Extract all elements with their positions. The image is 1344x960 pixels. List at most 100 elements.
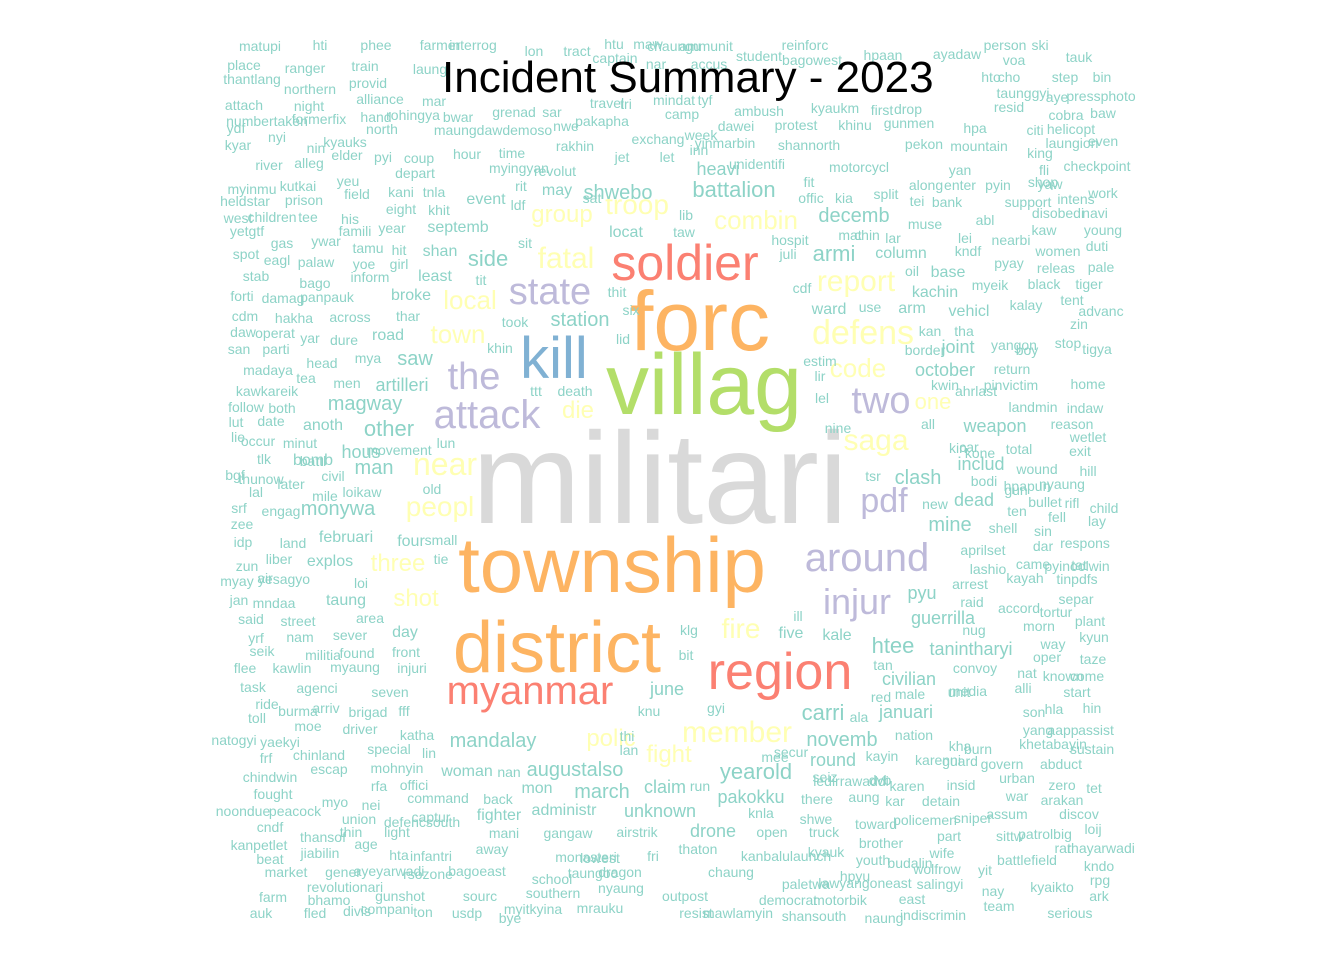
wordcloud-word-440: myinmu: [227, 181, 277, 197]
wordcloud-word-273: budalin: [887, 855, 933, 871]
wordcloud-word-450: famili: [338, 223, 372, 239]
wordcloud-word-414: thantlang: [223, 71, 281, 87]
wordcloud-word-64: dead: [953, 490, 995, 510]
wordcloud-word-37: battalion: [692, 177, 776, 202]
wordcloud-word-43: armi: [812, 241, 856, 266]
wordcloud-word-519: usdp: [451, 905, 483, 921]
wordcloud-word-210: found: [339, 645, 375, 661]
wordcloud-word-193: men: [333, 375, 361, 391]
wordcloud-word-476: mile: [312, 488, 338, 504]
wordcloud-word-27: troop: [605, 189, 669, 220]
wordcloud-word-89: taung: [325, 592, 367, 609]
wordcloud-word-323: lashio: [969, 561, 1007, 577]
wordcloud-word-366: yan: [948, 162, 972, 178]
wordcloud-word-143: yangon: [991, 337, 1037, 353]
wordcloud-word-219: special: [367, 741, 411, 757]
wordcloud-word-95: broke: [390, 287, 432, 304]
wordcloud-word-130: raid: [960, 594, 984, 610]
wordcloud-word-244: dragon: [598, 864, 642, 880]
wordcloud-word-279: ark: [1089, 888, 1109, 904]
wordcloud-word-24: town: [430, 319, 486, 349]
wordcloud-word-19: member: [681, 716, 793, 749]
wordcloud-word-491: burma: [278, 703, 318, 719]
wordcloud-word-289: sniper: [953, 810, 993, 826]
wordcloud-word-445: west: [223, 210, 253, 226]
wordcloud-word-370: king: [1027, 145, 1053, 161]
wordcloud-word-565: estim: [803, 353, 837, 369]
wordcloud-word-525: light: [384, 824, 410, 840]
wordcloud-word-325: sin: [1034, 523, 1052, 539]
wordcloud-word-352: kaw: [1031, 222, 1057, 238]
wordcloud-word-572: lid: [615, 331, 631, 347]
wordcloud-word-254: resist: [679, 905, 713, 921]
wordcloud-word-385: cho: [997, 69, 1021, 85]
wordcloud-word-509: gener: [325, 864, 361, 880]
wordcloud-word-470: lie: [230, 429, 246, 445]
wordcloud-word-169: revolut: [533, 163, 577, 179]
wordcloud-word-373: hpa: [963, 120, 987, 136]
wordcloud-word-14: injur: [822, 581, 892, 622]
wordcloud-word-482: myay: [220, 573, 254, 589]
wordcloud-word-339: boy: [1015, 342, 1039, 358]
wordcloud-word-252: myitkyina: [503, 901, 563, 917]
wordcloud-word-36: yearold: [719, 759, 793, 784]
wordcloud-word-191: yar: [300, 330, 320, 346]
wordcloud-word-521: rsozone: [403, 866, 453, 882]
wordcloud-word-361: enter: [944, 177, 976, 193]
wordcloud-word-128: media: [948, 683, 988, 699]
wordcloud-word-457: girl: [389, 256, 409, 272]
wordcloud-word-154: offic: [798, 190, 824, 206]
wordcloud-word-534: knu: [637, 703, 661, 719]
wordcloud-word-434: pyi: [374, 149, 392, 165]
wordcloud-word-441: kutkai: [279, 178, 317, 194]
wordcloud-word-177: time: [498, 145, 526, 161]
wordcloud-word-266: salingyi: [916, 876, 964, 892]
wordcloud-word-359: intens: [1057, 191, 1095, 207]
wordcloud-word-57: guerrilla: [910, 608, 976, 628]
wordcloud-word-29: fire: [721, 613, 761, 644]
wordcloud-word-11: attack: [433, 393, 541, 437]
wordcloud-word-202: liber: [265, 551, 293, 567]
wordcloud-word-288: policemen: [893, 812, 957, 828]
wordcloud-word-474: thunow: [238, 471, 284, 487]
wordcloud-word-250: sourc: [462, 888, 498, 904]
wordcloud-word-490: ride: [255, 696, 279, 712]
wordcloud-word-81: fighter: [476, 807, 522, 824]
wordcloud-word-138: wound: [1016, 461, 1058, 477]
wordcloud-word-225: defencsouth: [383, 814, 461, 830]
wordcloud-word-417: northern: [283, 81, 337, 97]
wordcloud-word-576: lib: [678, 207, 694, 223]
wordcloud-word-459: forti: [230, 288, 254, 304]
wordcloud-word-144: landmin: [1008, 399, 1058, 415]
wordcloud-word-127: karenni: [915, 752, 961, 768]
wordcloud-word-419: attach: [224, 97, 264, 113]
wordcloud-word-215: agenci: [296, 680, 338, 696]
wordcloud-word-76: administr: [531, 802, 597, 819]
wordcloud-word-321: tat: [1071, 557, 1087, 573]
wordcloud-word-579: rit: [515, 178, 527, 194]
wordcloud-word-345: tiger: [1075, 276, 1103, 292]
wordcloud-word-566: lir: [814, 368, 826, 384]
wordcloud-word-112: captur: [411, 809, 451, 825]
wordcloud-word-113: back: [483, 791, 513, 807]
wordcloud-word-313: oper: [1032, 649, 1062, 665]
wordcloud-word-421: mar: [421, 93, 447, 109]
wordcloud-word-160: dawei: [717, 118, 755, 134]
wordcloud-word-258: indiscrimin: [899, 907, 967, 923]
wordcloud-word-217: brigad: [348, 704, 388, 720]
wordcloud-word-433: elder: [331, 147, 363, 163]
wordcloud-word-562: cdf: [792, 280, 812, 296]
wordcloud-word-305: hla: [1044, 701, 1064, 717]
wordcloud-word-274: battlefield: [997, 852, 1057, 868]
wordcloud-word-149: myeik: [971, 277, 1009, 293]
wordcloud-word-104: chin: [854, 227, 880, 243]
wordcloud-word-348: pale: [1087, 259, 1115, 275]
wordcloud-word-183: hit: [391, 242, 407, 258]
wordcloud-word-239: guard: [942, 753, 978, 769]
wordcloud-word-327: fell: [1048, 509, 1066, 525]
wordcloud-word-502: peacock: [268, 803, 322, 819]
wordcloud-word-180: eight: [385, 201, 417, 217]
wordcloud-word-212: myaung: [330, 659, 380, 675]
wordcloud-word-380: pressphoto: [1066, 88, 1136, 104]
wordcloud-word-535: run: [689, 778, 711, 794]
